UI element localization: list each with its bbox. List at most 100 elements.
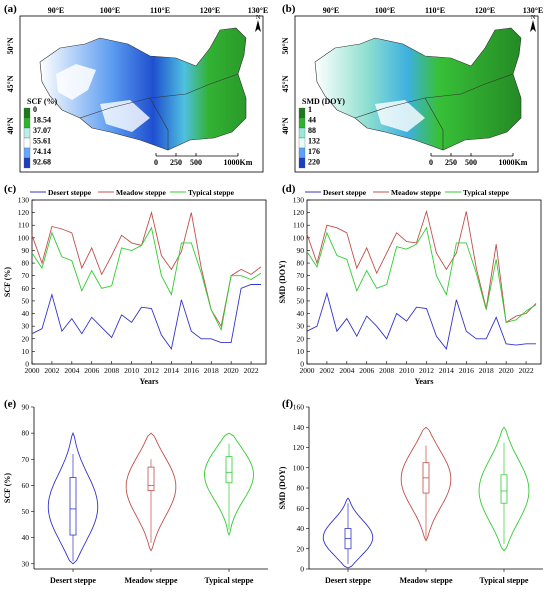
steppe-region-shape: [39, 27, 247, 151]
lon-tick-label: 110°E: [150, 6, 170, 15]
legend-smd-title: SMD (DOY): [302, 97, 345, 106]
lon-tick-label: 110°E: [425, 6, 445, 15]
y-tick-label: 40: [22, 533, 30, 542]
x-tick-label: 2010: [124, 366, 139, 375]
x-tick-label: 2000: [300, 366, 315, 375]
y-tick-label: 90: [22, 246, 30, 255]
box-meadow: [147, 466, 155, 492]
legend-value: 1: [308, 105, 312, 114]
scale-bar: 0 250 500 1000Km: [429, 153, 528, 167]
y-tick-label: 60: [297, 504, 305, 513]
legend-label: Desert steppe: [48, 188, 92, 197]
y-axis-label: SMD (DOY): [278, 260, 287, 303]
y-tick-label: 70: [22, 455, 30, 464]
north-arrow-icon: N: [530, 15, 536, 32]
legend-value: 88: [308, 126, 316, 135]
violin-typical: [204, 432, 254, 537]
plot-area: [306, 199, 542, 365]
scale-label: 500: [465, 158, 477, 167]
y-tick-label: 80: [297, 259, 305, 268]
x-tick-label: 2022: [519, 366, 534, 375]
steppe-region-shape: [314, 27, 522, 151]
panel-label-c: (c): [4, 183, 17, 195]
y-tick-label: 20: [297, 544, 305, 553]
legend-value: 132: [308, 137, 320, 146]
legend-swatch: [298, 117, 306, 129]
y-tick-label: 50: [22, 296, 30, 305]
category-label: Meadow steppe: [124, 576, 178, 585]
lon-tick-label: 130°E: [248, 6, 269, 15]
legend-value: 92.68: [33, 158, 51, 167]
lat-tick-label: 45°N: [6, 75, 15, 92]
y-tick-label: 80: [297, 484, 305, 493]
lat-tick-label: 50°N: [281, 37, 290, 54]
legend-swatch: [23, 137, 31, 149]
y-tick-label: 90: [22, 403, 30, 412]
y-tick-label: 50: [22, 507, 30, 516]
category-label: Typical steppe: [205, 576, 254, 585]
y-tick-label: 40: [297, 309, 305, 318]
panel-label-e: (e): [4, 398, 17, 410]
x-tick-label: 2014: [164, 366, 179, 375]
legend-value: 176: [308, 147, 320, 156]
legend-scf-title: SCF (%): [27, 97, 57, 106]
svg-text:N: N: [256, 15, 261, 21]
y-axis-label: SCF (%): [3, 267, 12, 297]
y-tick-label: 60: [22, 481, 30, 490]
x-tick-label: 2012: [419, 366, 434, 375]
legend-swatch: [298, 157, 306, 169]
y-tick-label: 10: [22, 347, 30, 356]
lon-tick-label: 130°E: [523, 6, 544, 15]
x-tick-label: 2008: [104, 366, 119, 375]
y-tick-label: 30: [297, 322, 305, 331]
y-tick-label: 110: [18, 221, 29, 230]
box-desert: [69, 477, 77, 536]
legend-value: 220: [308, 158, 320, 167]
category-label: Typical steppe: [480, 576, 529, 585]
violin-chart-smd: 0 20 40 60 80 100 120 140 160 SMD (DOY) Desert ste…: [278, 403, 543, 585]
x-tick-label: 2002: [44, 366, 59, 375]
y-tick-label: 10: [297, 347, 305, 356]
y-tick-label: 20: [22, 334, 30, 343]
legend-swatch: [298, 137, 306, 149]
y-tick-label: 160: [293, 403, 305, 412]
category-label: Desert steppe: [50, 576, 96, 585]
violin-typical: [478, 426, 530, 552]
north-arrow-icon: N: [255, 15, 261, 32]
category-label: Meadow steppe: [399, 576, 453, 585]
series-line-meadow: [306, 209, 537, 324]
scale-label: 500: [190, 158, 202, 167]
y-axis-label: SMD (DOY): [278, 466, 287, 509]
category-label: Desert steppe: [325, 576, 371, 585]
svg-text:N: N: [531, 15, 536, 21]
lat-tick-label: 45°N: [281, 75, 290, 92]
y-tick-label: 60: [297, 284, 305, 293]
x-tick-label: 2012: [144, 366, 159, 375]
y-tick-label: 60: [22, 284, 30, 293]
legend-swatch: [23, 117, 31, 129]
y-tick-label: 0: [300, 565, 304, 574]
y-tick-label: 100: [293, 233, 305, 242]
series-line-meadow: [31, 210, 262, 328]
series-line-typical: [306, 226, 537, 323]
lon-tick-label: 90°E: [323, 6, 340, 15]
y-tick-label: 30: [22, 559, 30, 568]
scale-label: 1000Km: [224, 158, 253, 167]
x-tick-label: 2004: [64, 366, 79, 375]
x-tick-label: 2016: [459, 366, 474, 375]
y-tick-label: 80: [22, 259, 30, 268]
legend-value: 18.54: [33, 116, 51, 125]
scale-label: 250: [445, 158, 457, 167]
y-tick-label: 130: [18, 196, 30, 205]
legend-value: 37.07: [33, 126, 51, 135]
violin-desert: [47, 431, 99, 565]
panel-label-a: (a): [4, 3, 17, 15]
panel-label-b: (b): [282, 3, 296, 15]
line-chart-smd: 0 10 20 30 40 50 60 70 80 90 100 110 120 130 2000 2002 2…: [278, 188, 542, 386]
series-line-desert: [31, 284, 261, 350]
scale-label: 0: [154, 158, 158, 167]
